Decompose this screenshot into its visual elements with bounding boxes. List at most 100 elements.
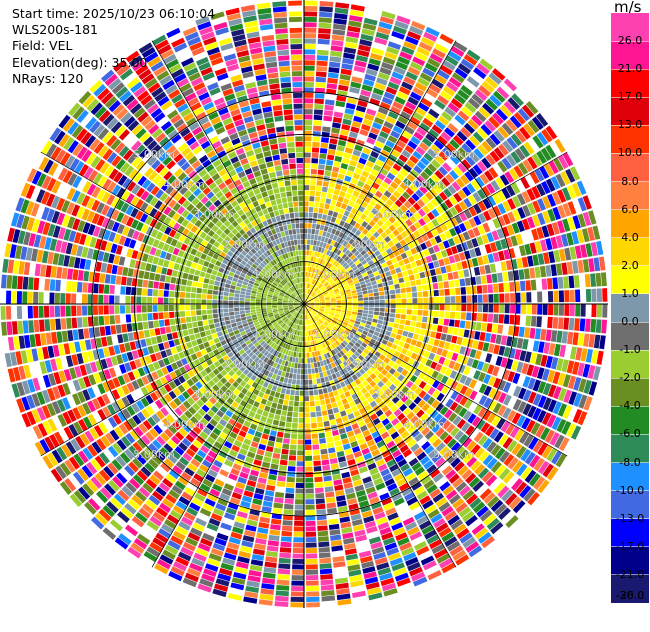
velocity-gate	[116, 325, 122, 334]
velocity-gate	[304, 212, 308, 217]
velocity-gate	[353, 307, 358, 310]
velocity-gate	[449, 280, 455, 287]
velocity-gate	[269, 529, 280, 535]
velocity-gate	[316, 66, 327, 72]
velocity-gate	[304, 98, 313, 103]
velocity-gate	[396, 304, 401, 308]
velocity-gate	[440, 266, 446, 273]
velocity-gate	[326, 404, 332, 410]
velocity-gate	[164, 319, 170, 326]
velocity-gate	[537, 292, 542, 303]
velocity-gate	[328, 447, 336, 453]
velocity-gate	[395, 334, 401, 340]
velocity-gate	[260, 416, 267, 422]
velocity-gate	[212, 309, 217, 313]
velocity-gate	[553, 304, 558, 315]
velocity-gate	[262, 411, 269, 417]
velocity-gate	[281, 536, 292, 542]
velocity-gate	[320, 225, 325, 231]
velocity-gate	[602, 304, 607, 318]
velocity-gate	[296, 467, 304, 472]
velocity-gate	[401, 314, 406, 319]
velocity-gate	[296, 472, 304, 477]
velocity-gate	[209, 324, 215, 329]
velocity-gate	[305, 472, 313, 477]
velocity-gate	[318, 33, 330, 39]
velocity-gate	[306, 564, 318, 569]
velocity-gate	[8, 337, 15, 351]
velocity-gate	[324, 376, 329, 382]
velocity-gate	[309, 347, 312, 352]
velocity-gate	[266, 551, 278, 557]
velocity-gate	[219, 317, 225, 322]
velocity-gate	[417, 285, 423, 291]
velocity-gate	[390, 333, 396, 339]
velocity-gate	[191, 316, 197, 322]
velocity-gate	[291, 434, 297, 439]
velocity-gate	[236, 318, 241, 322]
velocity-gate	[465, 321, 471, 329]
velocity-gate	[331, 200, 337, 206]
velocity-gate	[313, 218, 317, 223]
velocity-gate	[347, 306, 352, 308]
velocity-gate	[307, 234, 310, 239]
velocity-gate	[405, 263, 411, 269]
velocity-gate	[450, 288, 455, 295]
velocity-gate	[438, 318, 444, 325]
velocity-gate	[385, 304, 390, 308]
velocity-gate	[153, 320, 159, 327]
velocity-gate	[311, 363, 314, 368]
velocity-gate	[412, 304, 417, 309]
velocity-gate	[306, 553, 317, 558]
velocity-gate	[470, 277, 476, 285]
velocity-gate	[454, 279, 460, 287]
velocity-gate	[313, 450, 320, 455]
velocity-gate	[461, 304, 466, 311]
velocity-gate	[309, 380, 313, 385]
velocity-gate	[273, 453, 281, 459]
velocity-gate	[385, 331, 391, 336]
velocity-gate	[407, 304, 412, 309]
velocity-gate	[297, 456, 304, 461]
velocity-gate	[328, 67, 339, 73]
velocity-gate	[314, 235, 318, 240]
velocity-gate	[319, 552, 331, 558]
velocity-gate	[503, 325, 509, 335]
velocity-gate	[423, 304, 428, 310]
velocity-gate	[379, 312, 384, 316]
velocity-gate	[567, 332, 573, 345]
velocity-gate	[328, 149, 336, 155]
velocity-gate	[579, 275, 585, 288]
velocity-gate	[304, 109, 313, 114]
velocity-gate	[327, 83, 337, 89]
velocity-gate	[305, 440, 311, 445]
velocity-gate	[314, 471, 322, 476]
velocity-gate	[318, 164, 325, 170]
velocity-gate	[286, 389, 291, 395]
velocity-gate	[319, 558, 331, 564]
velocity-gate	[312, 147, 319, 152]
velocity-gate	[407, 309, 412, 314]
velocity-gate	[294, 526, 304, 531]
velocity-gate	[78, 329, 84, 340]
velocity-gate	[401, 293, 406, 298]
velocity-gate	[290, 439, 297, 444]
velocity-gate	[342, 398, 348, 404]
velocity-gate	[55, 319, 61, 330]
velocity-gate	[347, 299, 352, 301]
velocity-gate	[260, 439, 268, 446]
velocity-gate	[294, 401, 299, 406]
velocity-gate	[309, 202, 314, 207]
velocity-gate	[294, 532, 304, 537]
velocity-gate	[344, 210, 350, 216]
velocity-gate	[305, 374, 308, 379]
velocity-gate	[311, 234, 315, 239]
velocity-gate	[497, 273, 503, 282]
velocity-gate	[272, 508, 282, 514]
velocity-gate	[313, 126, 321, 131]
velocity-gate	[318, 236, 322, 241]
velocity-gate	[599, 335, 606, 349]
velocity-gate	[331, 540, 342, 546]
velocity-gate	[294, 510, 304, 515]
velocity-gate	[399, 341, 405, 347]
